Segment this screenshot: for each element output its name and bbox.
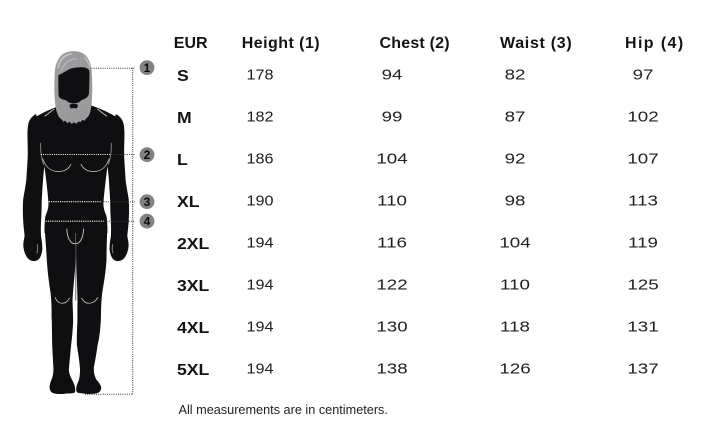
svg-text:3: 3	[144, 195, 151, 209]
svg-text:2: 2	[144, 148, 151, 162]
svg-text:4: 4	[144, 215, 151, 229]
svg-text:1: 1	[144, 61, 151, 75]
